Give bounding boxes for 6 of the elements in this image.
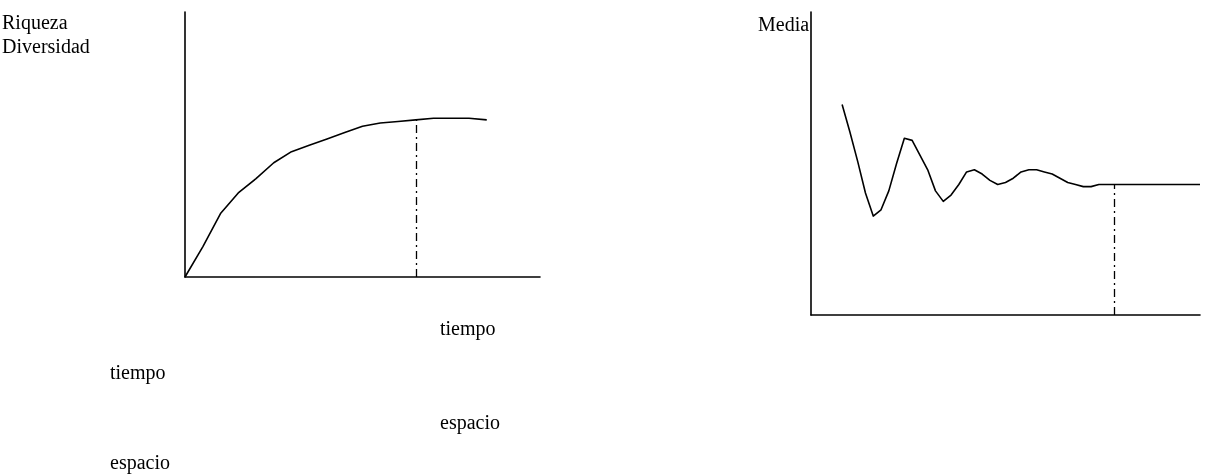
y-axis-title: Media	[758, 13, 810, 35]
y-axis-title: Riqueza Diversidad	[2, 11, 90, 57]
text: espacio	[110, 451, 170, 474]
text: tiempo	[110, 361, 166, 384]
text: espacio	[440, 411, 500, 434]
text: tiempo	[440, 317, 496, 340]
